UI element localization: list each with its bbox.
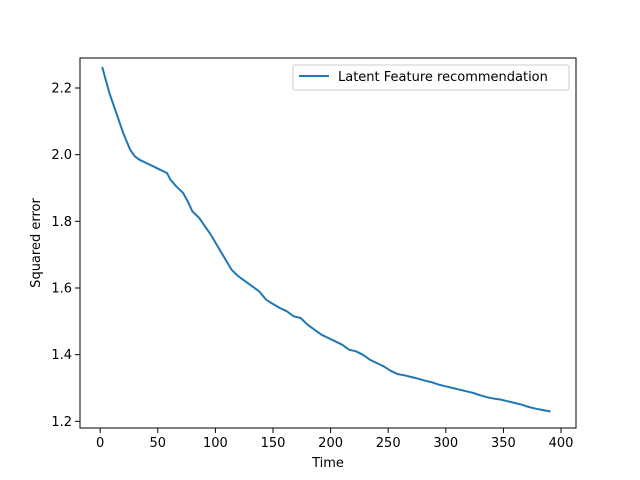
x-tick-label: 150 (261, 436, 286, 451)
legend-label: Latent Feature recommendation (338, 70, 548, 85)
x-tick-label: 100 (203, 436, 228, 451)
x-tick-label: 0 (96, 436, 104, 451)
legend: Latent Feature recommendation (292, 64, 570, 91)
y-tick-label: 1.8 (51, 215, 72, 230)
x-tick-label: 300 (433, 436, 458, 451)
y-tick-label: 1.4 (51, 348, 72, 363)
x-tick-label: 400 (549, 436, 574, 451)
series-line (101, 66, 551, 413)
x-tick-label: 350 (491, 436, 516, 451)
y-axis-ticks: 1.2 1.4 1.6 1.8 2.0 2.2 (51, 82, 80, 430)
legend-box (292, 64, 570, 91)
y-axis-label: Squared error (29, 198, 44, 288)
x-axis-label: Time (311, 456, 344, 471)
y-tick-label: 2.0 (51, 148, 72, 163)
x-tick-label: 50 (149, 436, 166, 451)
x-tick-label: 250 (376, 436, 401, 451)
x-tick-label: 200 (318, 436, 343, 451)
plot-area-frame (79, 57, 577, 429)
y-tick-label: 1.2 (51, 415, 72, 430)
y-tick-label: 2.2 (51, 82, 72, 97)
series-group (101, 66, 551, 413)
x-axis-ticks: 0 50 100 150 200 250 300 350 400 (96, 428, 573, 451)
y-tick-label: 1.6 (51, 282, 72, 297)
